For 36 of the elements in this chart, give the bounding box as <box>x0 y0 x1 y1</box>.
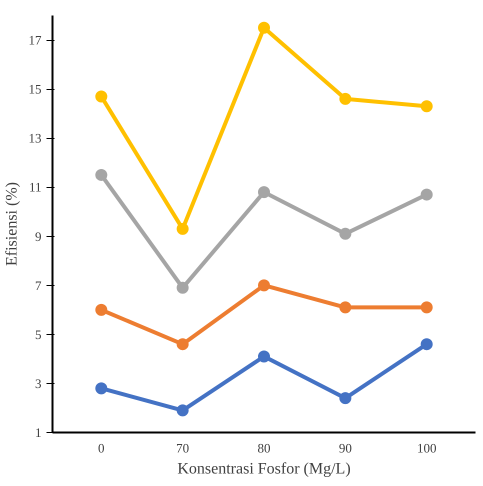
point <box>95 168 108 181</box>
point <box>339 92 352 105</box>
point <box>420 100 433 112</box>
point <box>420 338 433 350</box>
y-tick-label: 17 <box>28 32 42 48</box>
point <box>95 382 108 394</box>
y-tick-label: 1 <box>35 425 42 440</box>
point <box>339 392 352 404</box>
y-tick-label: 9 <box>35 228 42 244</box>
y-tick-label: 11 <box>28 180 42 195</box>
x-tick-label: 80 <box>258 440 270 456</box>
y-tick-label: 5 <box>35 326 42 342</box>
point <box>258 22 270 34</box>
point <box>339 228 352 240</box>
point <box>258 186 270 198</box>
x-tick-label: 70 <box>176 440 190 456</box>
x-tick-label: 100 <box>416 440 436 456</box>
point <box>176 338 189 350</box>
point <box>176 282 189 294</box>
x-tick-label: 0 <box>98 440 105 456</box>
point <box>258 350 270 362</box>
y-axis-title: Efisiensi (%) <box>4 182 20 266</box>
y-tick-label: 13 <box>28 130 42 146</box>
point <box>420 301 433 314</box>
point <box>420 188 433 201</box>
x-tick-label: 90 <box>338 440 352 456</box>
point <box>176 404 189 416</box>
y-tick-label: 7 <box>35 278 42 293</box>
point <box>176 222 189 235</box>
point <box>339 301 352 314</box>
y-tick-label: 3 <box>35 376 42 391</box>
point <box>258 279 270 292</box>
y-tick-label: 15 <box>28 82 42 97</box>
point <box>95 90 108 102</box>
x-axis-title: Konsentrasi Fosfor (Mg/L) <box>177 460 351 478</box>
point <box>95 304 108 316</box>
